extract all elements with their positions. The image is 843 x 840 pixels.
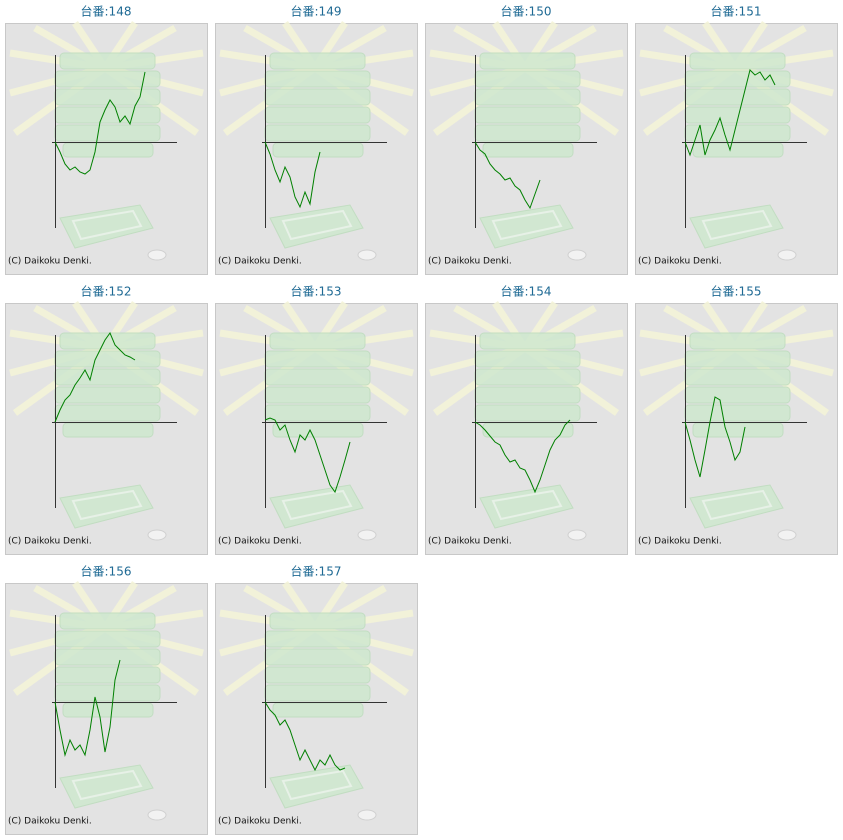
copyright: (C) Daikoku Denki.: [8, 537, 92, 547]
data-line: [54, 659, 121, 757]
chart-panel: 台番:155 (C) Daikoku Denki.: [635, 284, 838, 555]
data-line: [684, 396, 746, 478]
data-line: [264, 701, 346, 772]
chart-title: 台番:153: [291, 284, 342, 299]
data-line: [474, 419, 571, 494]
chart-title: 台番:157: [291, 564, 342, 579]
data-line: [54, 331, 136, 423]
copyright: (C) Daikoku Denki.: [218, 537, 302, 547]
data-line: [474, 141, 541, 210]
copyright: (C) Daikoku Denki.: [218, 257, 302, 267]
copyright: (C) Daikoku Denki.: [428, 257, 512, 267]
chart-panel: 台番:152 (C) Daikoku Denki.: [5, 284, 208, 555]
chart-panel: 台番:150 (C) Daikoku Denki.: [425, 4, 628, 275]
chart-grid: 台番:148 (C) Daikoku Denki. 台番:149 (C) Daikok…: [5, 4, 838, 835]
chart-title: 台番:151: [711, 4, 762, 19]
copyright: (C) Daikoku Denki.: [218, 817, 302, 827]
chart-title: 台番:149: [291, 4, 342, 19]
chart-panel: 台番:153 (C) Daikoku Denki.: [215, 284, 418, 555]
chart-panel: 台番:157 (C) Daikoku Denki.: [215, 564, 418, 835]
data-line: [54, 71, 146, 175]
copyright: (C) Daikoku Denki.: [638, 257, 722, 267]
chart-panel: 台番:151 (C) Daikoku Denki.: [635, 4, 838, 275]
chart-panel: 台番:156 (C) Daikoku Denki.: [5, 564, 208, 835]
chart-title: 台番:152: [81, 284, 132, 299]
chart-panel: 台番:148 (C) Daikoku Denki.: [5, 4, 208, 275]
chart-title: 台番:148: [81, 4, 132, 19]
chart-title: 台番:154: [501, 284, 552, 299]
chart-title: 台番:155: [711, 284, 762, 299]
chart-panel: 台番:154 (C) Daikoku Denki.: [425, 284, 628, 555]
data-line: [684, 69, 776, 157]
copyright: (C) Daikoku Denki.: [8, 257, 92, 267]
chart-title: 台番:150: [501, 4, 552, 19]
copyright: (C) Daikoku Denki.: [638, 537, 722, 547]
data-line: [264, 141, 321, 209]
chart-panel: 台番:149 (C) Daikoku Denki.: [215, 4, 418, 275]
copyright: (C) Daikoku Denki.: [8, 817, 92, 827]
copyright: (C) Daikoku Denki.: [428, 537, 512, 547]
chart-title: 台番:156: [81, 564, 132, 579]
data-line: [264, 417, 351, 494]
